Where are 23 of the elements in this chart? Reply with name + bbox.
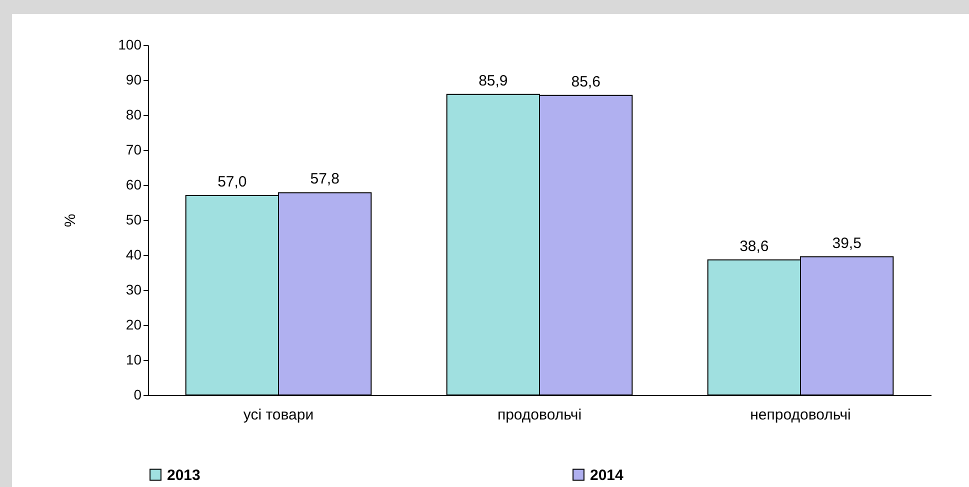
data-label: 38,6 (740, 238, 769, 255)
legend-label: 2014 (590, 466, 624, 484)
y-tick-label: 10 (126, 352, 142, 368)
legend-label: 2013 (167, 466, 200, 484)
y-tick-label: 40 (126, 246, 142, 262)
x-tick-label: продовольчі (497, 406, 582, 424)
data-label: 57,8 (310, 170, 340, 188)
y-tick-label: 0 (134, 386, 142, 402)
data-label: 57,0 (218, 174, 247, 190)
y-tick-label: 80 (126, 106, 142, 122)
y-tick-label: 20 (126, 316, 142, 332)
y-tick-label: 100 (118, 36, 142, 52)
y-tick-label: 90 (126, 72, 142, 88)
x-tick-label: непродовольчі (750, 406, 851, 424)
y-axis-title: % (62, 214, 80, 228)
data-label: 85,6 (571, 73, 600, 90)
y-tick-label: 50 (126, 212, 142, 228)
y-tick-label: 60 (126, 176, 142, 192)
data-label: 85,9 (478, 72, 508, 90)
y-tick-label: 30 (126, 282, 142, 298)
y-tick-label: 70 (126, 142, 142, 158)
data-label: 39,5 (832, 234, 862, 252)
x-tick-label: усі товари (243, 406, 314, 424)
